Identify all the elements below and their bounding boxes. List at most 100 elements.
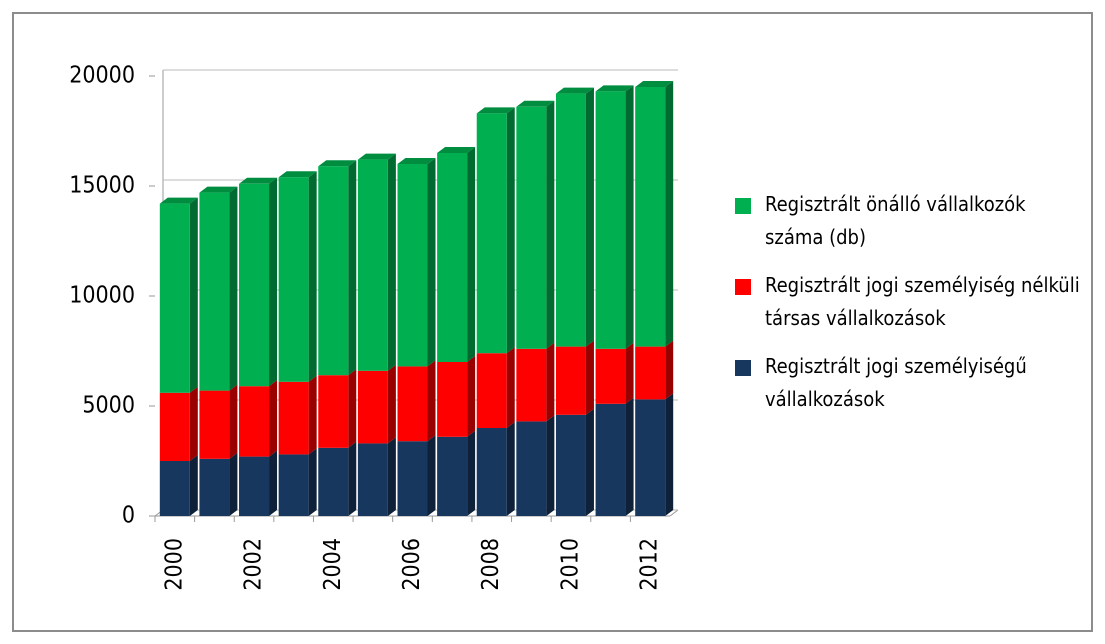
- bar: [397, 441, 428, 516]
- chart-frame: [12, 12, 1093, 632]
- bar-side: [585, 340, 594, 415]
- x-tick-label: 2000: [161, 538, 187, 591]
- bar: [278, 177, 309, 382]
- bar-side: [585, 408, 594, 516]
- bar-side: [467, 147, 476, 362]
- bar-side: [348, 441, 357, 516]
- legend-label: Regisztrált önálló vállalkozók száma (db…: [765, 192, 1026, 249]
- bar-side: [625, 85, 634, 349]
- bar-top: [635, 81, 674, 87]
- bar-side: [387, 364, 396, 444]
- x-tick-label: 2002: [241, 538, 267, 591]
- bar: [476, 353, 507, 428]
- bar-side: [546, 100, 555, 349]
- bar: [278, 454, 309, 516]
- bar: [357, 370, 388, 444]
- legend-item: Regisztrált jogi személyiség nélküli tár…: [735, 269, 1080, 335]
- bar-side: [427, 360, 436, 442]
- bar-side: [269, 380, 278, 457]
- bar-side: [625, 342, 634, 404]
- bar: [516, 106, 547, 349]
- bar: [278, 381, 309, 455]
- bar: [437, 436, 468, 516]
- legend-label: Regisztrált jogi személyiségű vállalkozá…: [765, 354, 1027, 411]
- bar-side: [269, 177, 278, 387]
- bar-side: [348, 160, 357, 376]
- bar-side: [308, 375, 317, 455]
- bar: [555, 414, 586, 516]
- legend-label: Regisztrált jogi személyiség nélküli tár…: [765, 273, 1080, 330]
- bar-side: [308, 448, 317, 516]
- bar-side: [427, 435, 436, 516]
- x-tick-label: 2004: [320, 538, 346, 591]
- bar-side: [387, 153, 396, 371]
- bar-side: [665, 81, 674, 347]
- bar-top: [476, 107, 515, 114]
- x-tick-label: 2012: [637, 538, 663, 591]
- bar: [199, 390, 230, 459]
- bar: [555, 346, 586, 415]
- bar-side: [308, 171, 317, 382]
- bar-top: [595, 85, 634, 92]
- bar-top: [516, 100, 555, 107]
- bar: [318, 447, 349, 516]
- y-tick-label: 0: [122, 503, 135, 529]
- bar: [595, 403, 626, 516]
- bar: [595, 91, 626, 349]
- legend-item: Regisztrált önálló vállalkozók száma (db…: [735, 188, 1080, 254]
- bar-side: [269, 450, 278, 516]
- bar: [318, 375, 349, 448]
- bar-side: [348, 369, 357, 448]
- legend-swatch: [735, 198, 751, 214]
- bar: [516, 348, 547, 422]
- y-tick-label: 20000: [69, 63, 135, 89]
- bar: [239, 386, 270, 457]
- bar-side: [665, 340, 674, 400]
- bar-side: [665, 393, 674, 516]
- bar-side: [506, 422, 515, 516]
- bar-top: [239, 177, 278, 184]
- bar: [595, 348, 626, 404]
- bar-side: [467, 430, 476, 516]
- bar: [635, 87, 666, 347]
- bar-side: [229, 452, 238, 516]
- bar-side: [387, 437, 396, 516]
- legend-item: Regisztrált jogi személyiségű vállalkozá…: [735, 350, 1080, 416]
- bar: [199, 458, 230, 516]
- bar: [476, 428, 507, 516]
- bar: [397, 366, 428, 442]
- x-tick-label: 2006: [399, 538, 425, 591]
- legend: Regisztrált önálló vállalkozók száma (db…: [735, 188, 1080, 431]
- bar: [555, 93, 586, 347]
- bar: [476, 113, 507, 354]
- bar: [159, 461, 190, 516]
- bar: [239, 183, 270, 387]
- bar-top: [397, 158, 436, 164]
- x-tick-label: 2008: [478, 538, 504, 591]
- bar: [199, 192, 230, 391]
- bar-side: [189, 386, 198, 461]
- bar-side: [546, 342, 555, 422]
- bar-top: [199, 186, 238, 193]
- y-tick-label: 5000: [82, 393, 135, 419]
- bar-side: [585, 87, 594, 347]
- bar-top: [555, 87, 594, 94]
- legend-swatch: [735, 360, 751, 376]
- bar-top: [278, 171, 317, 178]
- legend-swatch: [735, 279, 751, 295]
- bar-side: [229, 186, 238, 391]
- bar: [437, 362, 468, 437]
- bar-side: [427, 158, 436, 367]
- bar: [159, 392, 190, 461]
- bar: [635, 346, 666, 400]
- bar-side: [229, 384, 238, 459]
- bar: [159, 203, 190, 393]
- bar: [437, 153, 468, 362]
- bar: [357, 159, 388, 371]
- bar: [516, 421, 547, 516]
- bar-side: [189, 455, 198, 516]
- x-tick-label: 2010: [557, 538, 583, 591]
- bar: [239, 456, 270, 516]
